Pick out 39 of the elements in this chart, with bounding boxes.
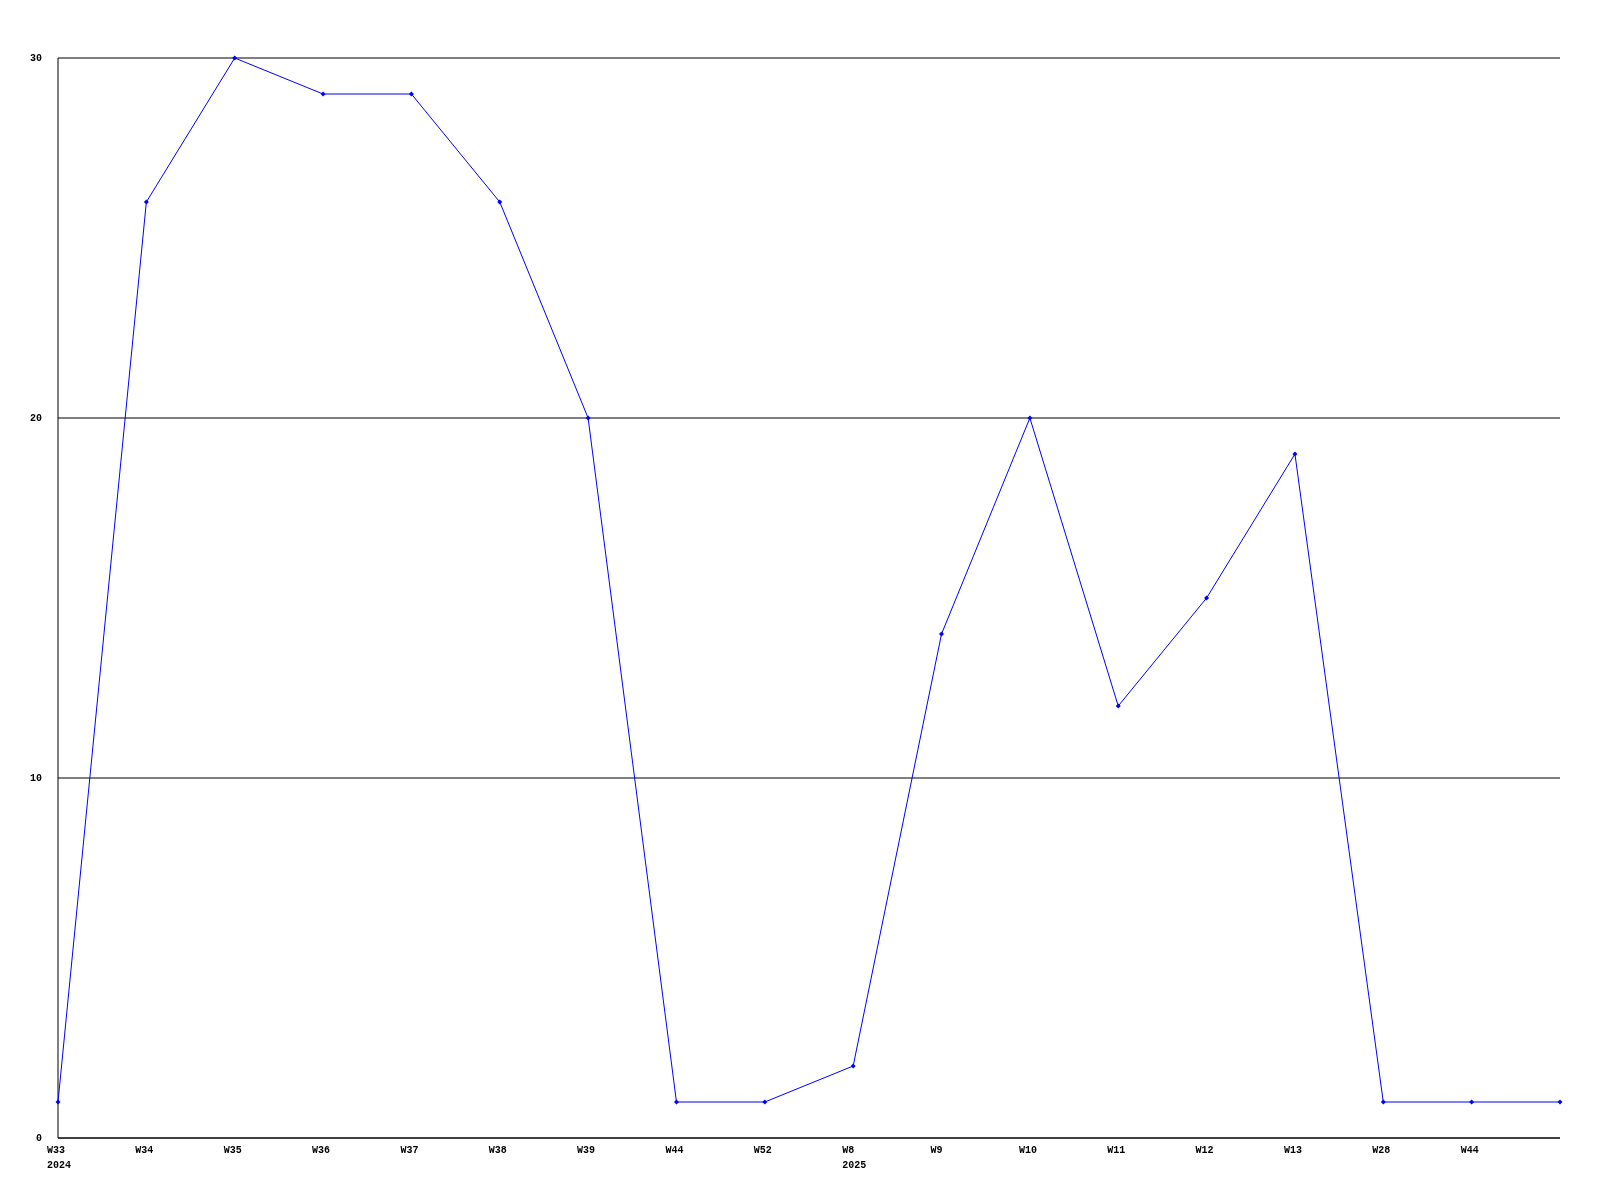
x-tick-label: W38 xyxy=(488,1145,507,1156)
point xyxy=(143,199,149,205)
point xyxy=(1292,451,1298,457)
x-tick-label: W8 2025 xyxy=(842,1145,867,1171)
point xyxy=(55,1099,61,1105)
x-tick-label: W52 xyxy=(753,1145,772,1156)
y-tick-label: 10 xyxy=(29,773,42,784)
point xyxy=(762,1099,768,1105)
x-tick-label: W35 xyxy=(223,1145,242,1156)
point xyxy=(1204,595,1210,601)
point xyxy=(1380,1099,1386,1105)
x-tick-label: W37 xyxy=(400,1145,419,1156)
point xyxy=(408,91,414,97)
x-tick-label: W28 xyxy=(1372,1145,1391,1156)
y-tick-label: 30 xyxy=(29,53,42,64)
y-tick-label: 20 xyxy=(29,413,42,424)
x-tick-label: W13 xyxy=(1283,1145,1302,1156)
point xyxy=(1469,1099,1475,1105)
point xyxy=(939,631,945,637)
x-tick-label: W12 xyxy=(1195,1145,1214,1156)
x-tick-label: W39 xyxy=(577,1145,596,1156)
y-tick-label: 0 xyxy=(35,1133,42,1144)
x-tick-label: W36 xyxy=(312,1145,331,1156)
point xyxy=(585,415,591,421)
point xyxy=(320,91,326,97)
x-tick-label: W10 xyxy=(1018,1145,1037,1156)
point xyxy=(1027,415,1033,421)
x-tick-label: W11 xyxy=(1107,1145,1126,1156)
x-tick-label: W44 xyxy=(665,1145,684,1156)
point xyxy=(1115,703,1121,709)
x-tick-label: W34 xyxy=(135,1145,154,1156)
x-tick-label: W9 xyxy=(930,1145,943,1156)
point xyxy=(1557,1099,1563,1105)
point xyxy=(232,55,238,61)
point xyxy=(673,1099,679,1105)
x-tick-label: W44 xyxy=(1460,1145,1479,1156)
point xyxy=(850,1063,856,1069)
point xyxy=(497,199,503,205)
x-tick-label: W33 2024 xyxy=(47,1145,72,1171)
